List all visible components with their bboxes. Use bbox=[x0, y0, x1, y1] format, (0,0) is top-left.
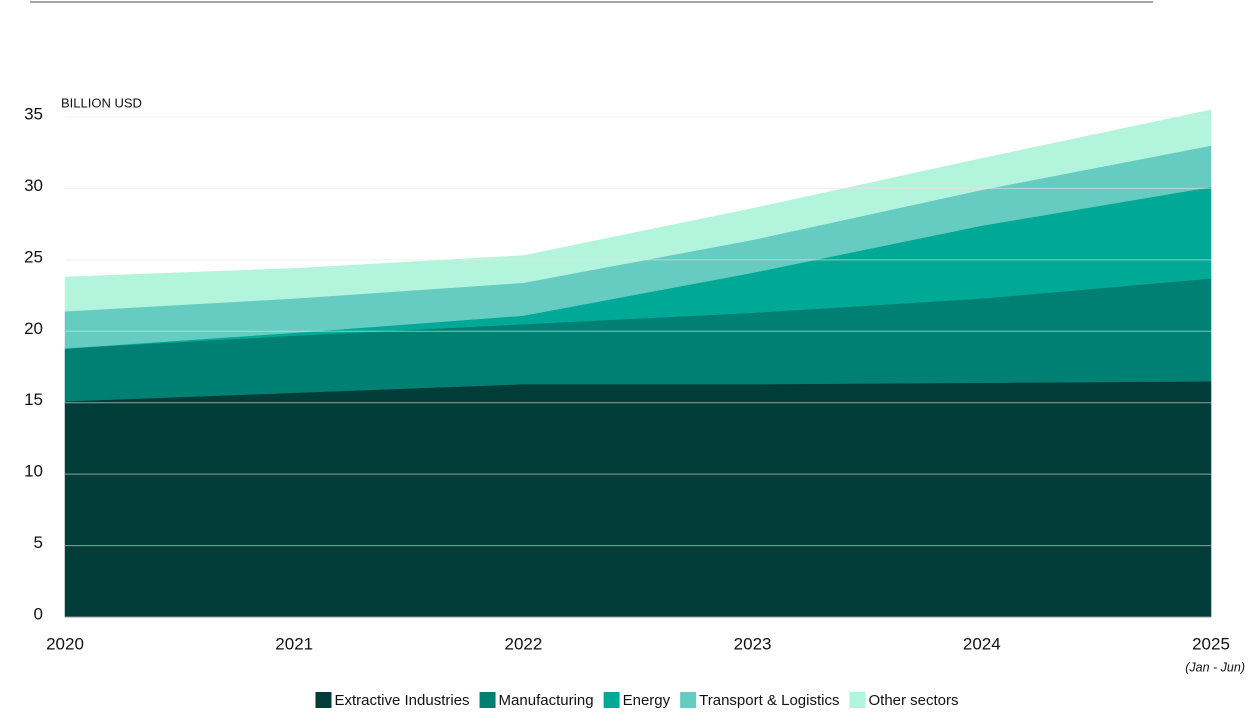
area bbox=[64, 381, 1212, 618]
x-tick-label: 2022 bbox=[504, 634, 542, 653]
legend-swatch bbox=[849, 692, 866, 708]
y-tick-label: 0 bbox=[34, 604, 43, 623]
legend-label: Extractive Industries bbox=[334, 692, 469, 709]
legend-swatch bbox=[680, 692, 697, 708]
x-tick-label: 2024 bbox=[963, 634, 1001, 653]
y-tick-label: 35 bbox=[24, 104, 43, 123]
y-axis-label: BILLION USD bbox=[61, 95, 142, 110]
legend-swatch bbox=[479, 692, 496, 708]
y-tick-label: 30 bbox=[24, 176, 43, 195]
legend-label: Transport & Logistics bbox=[699, 692, 839, 709]
y-tick-label: 5 bbox=[34, 533, 43, 552]
x-tick-label: 2021 bbox=[275, 634, 313, 653]
legend-label: Other sectors bbox=[868, 692, 958, 709]
x-tick-label: 2023 bbox=[734, 634, 772, 653]
y-tick-label: 15 bbox=[24, 390, 43, 409]
area bbox=[64, 109, 1212, 312]
x-tick-label: 2020 bbox=[46, 634, 84, 653]
legend-label: Energy bbox=[623, 692, 671, 709]
x-tick-label: 2025 bbox=[1192, 634, 1230, 653]
legend-swatch bbox=[315, 692, 332, 708]
y-tick-label: 25 bbox=[24, 247, 43, 266]
legend-swatch bbox=[603, 692, 620, 708]
y-tick-label: 20 bbox=[24, 319, 43, 338]
annotation: (Jan - Jun) bbox=[1185, 660, 1245, 674]
legend-label: Manufacturing bbox=[499, 692, 594, 709]
y-tick-label: 10 bbox=[24, 462, 43, 481]
